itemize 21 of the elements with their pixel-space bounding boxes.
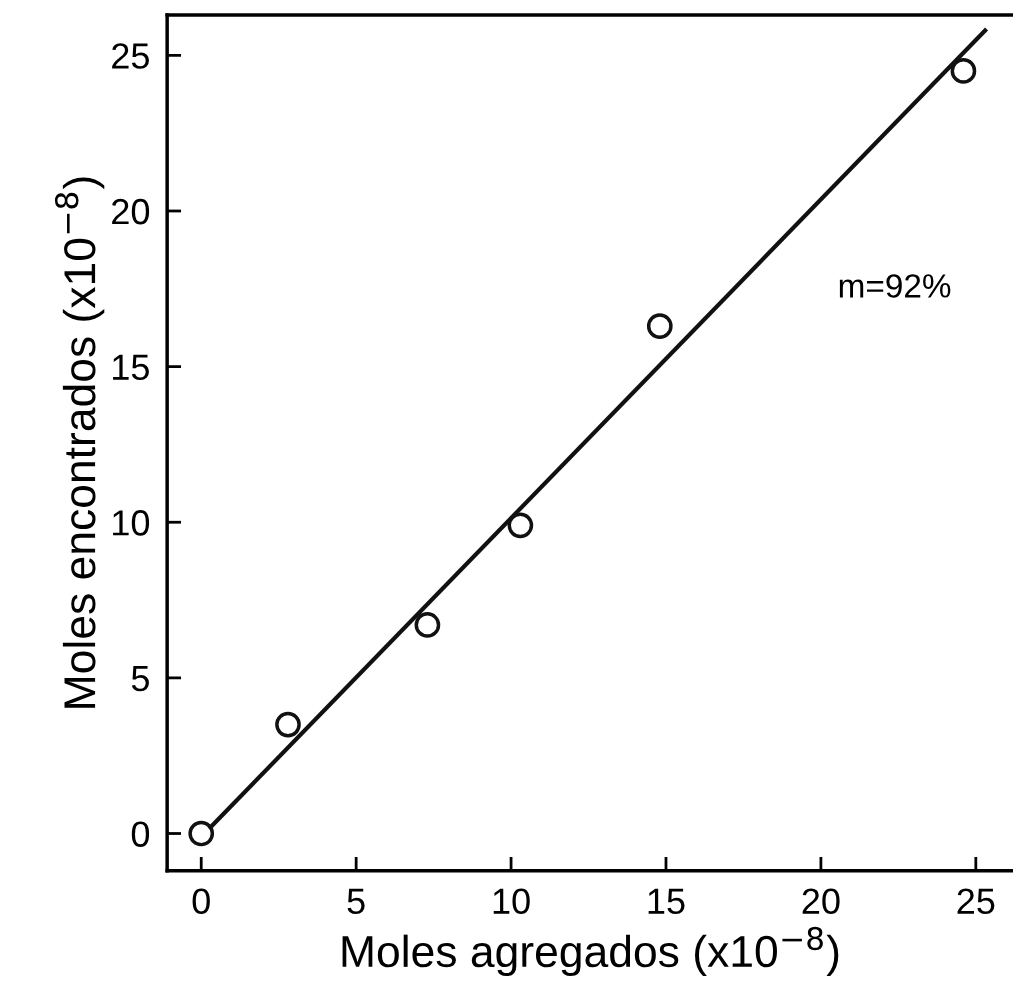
- point: [188, 820, 215, 847]
- annotation: m=92%: [839, 274, 951, 298]
- x-axis-title: Moles agregados (x10$^{−8}$): [342, 926, 839, 977]
- y-tick-label: 0: [131, 821, 150, 847]
- x-tick-label: 25: [957, 888, 995, 915]
- x-tick-label: 20: [802, 888, 840, 915]
- y-tick-label: 10: [113, 510, 150, 536]
- x-tick-label: 0: [192, 888, 210, 915]
- point: [950, 58, 977, 84]
- x-tick-label: 5: [347, 888, 365, 915]
- y-tick-label: 20: [112, 198, 150, 225]
- point: [414, 612, 441, 638]
- x-tick-label: 10: [493, 888, 530, 915]
- point: [507, 512, 534, 539]
- point: [646, 313, 673, 340]
- y-tick-label: 15: [113, 354, 149, 381]
- y-tick-label: 5: [131, 666, 149, 692]
- x-tick-label: 15: [648, 888, 685, 915]
- point: [275, 711, 301, 738]
- y-axis-title: Moles encontrados (x10$^{−8}$): [54, 177, 105, 708]
- y-tick-label: 25: [112, 43, 149, 69]
